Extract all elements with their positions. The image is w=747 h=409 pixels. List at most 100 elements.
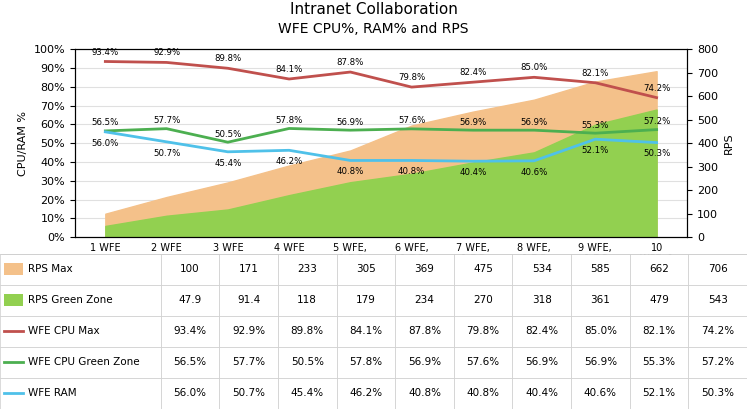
Bar (161, 378, 220, 409)
Bar (220, 316, 278, 347)
Text: 79.8%: 79.8% (398, 73, 425, 82)
Text: 93.4%: 93.4% (92, 47, 119, 56)
Bar (336, 285, 395, 316)
Text: 91.4: 91.4 (237, 295, 260, 305)
Text: 82.4%: 82.4% (459, 68, 486, 77)
Text: 89.8%: 89.8% (291, 326, 323, 336)
Y-axis label: CPU/RAM %: CPU/RAM % (18, 111, 28, 175)
Text: 50.7%: 50.7% (153, 149, 180, 158)
Text: WFE CPU%, RAM% and RPS: WFE CPU%, RAM% and RPS (278, 22, 469, 36)
Text: 479: 479 (649, 295, 669, 305)
Text: 57.6%: 57.6% (467, 357, 500, 367)
Text: 361: 361 (590, 295, 610, 305)
Bar (0, 347, 161, 378)
Bar (4, 294, 23, 306)
Text: 56.5%: 56.5% (173, 357, 206, 367)
Bar (0, 378, 161, 409)
Text: 179: 179 (356, 295, 376, 305)
Text: 45.4%: 45.4% (214, 159, 241, 168)
Text: 40.4%: 40.4% (459, 168, 486, 177)
Text: 89.8%: 89.8% (214, 54, 241, 63)
Bar (395, 316, 454, 347)
Text: 57.7%: 57.7% (153, 116, 180, 125)
Text: 100: 100 (180, 264, 199, 274)
Text: 84.1%: 84.1% (350, 326, 382, 336)
Text: 87.8%: 87.8% (408, 326, 441, 336)
Text: 50.3%: 50.3% (643, 149, 670, 158)
Bar (395, 254, 454, 285)
Bar (689, 316, 747, 347)
Bar (336, 316, 395, 347)
Bar (454, 316, 512, 347)
Text: 50.3%: 50.3% (701, 389, 734, 398)
Bar (336, 347, 395, 378)
Text: 79.8%: 79.8% (467, 326, 500, 336)
Text: 56.9%: 56.9% (525, 357, 558, 367)
Text: 74.2%: 74.2% (643, 84, 670, 93)
Bar (571, 254, 630, 285)
Bar (395, 378, 454, 409)
Bar (4, 263, 23, 275)
Bar (278, 285, 336, 316)
Text: RPS Green Zone: RPS Green Zone (28, 295, 112, 305)
Bar (161, 347, 220, 378)
Bar (512, 347, 571, 378)
Text: 318: 318 (532, 295, 552, 305)
Bar (0, 285, 161, 316)
Text: 40.8%: 40.8% (408, 389, 441, 398)
Bar (161, 316, 220, 347)
Text: 55.3%: 55.3% (642, 357, 675, 367)
Text: 56.0%: 56.0% (173, 389, 206, 398)
Bar (630, 316, 689, 347)
Bar (336, 254, 395, 285)
Text: 585: 585 (590, 264, 610, 274)
Text: 50.5%: 50.5% (291, 357, 323, 367)
Bar (689, 347, 747, 378)
Bar (0, 316, 161, 347)
Text: 56.9%: 56.9% (584, 357, 617, 367)
Text: 40.8%: 40.8% (337, 167, 364, 176)
Text: 46.2%: 46.2% (350, 389, 382, 398)
Text: 171: 171 (238, 264, 258, 274)
Bar (512, 254, 571, 285)
Text: 92.9%: 92.9% (232, 326, 265, 336)
Text: 270: 270 (474, 295, 493, 305)
Text: 52.1%: 52.1% (582, 146, 609, 155)
Text: 40.4%: 40.4% (525, 389, 558, 398)
Bar (454, 347, 512, 378)
Text: 118: 118 (297, 295, 317, 305)
Bar (571, 285, 630, 316)
Text: 50.5%: 50.5% (214, 130, 241, 139)
Text: 57.6%: 57.6% (398, 116, 425, 125)
Text: 55.3%: 55.3% (582, 121, 609, 130)
Text: 56.9%: 56.9% (521, 118, 548, 127)
Bar (278, 316, 336, 347)
Text: 56.0%: 56.0% (92, 139, 119, 148)
Text: 56.9%: 56.9% (337, 118, 364, 127)
Bar (161, 254, 220, 285)
Text: 534: 534 (532, 264, 552, 274)
Text: 57.8%: 57.8% (276, 116, 303, 125)
Bar (395, 347, 454, 378)
Text: 45.4%: 45.4% (291, 389, 323, 398)
Text: 57.7%: 57.7% (232, 357, 265, 367)
Bar (220, 347, 278, 378)
Text: 82.1%: 82.1% (582, 69, 609, 78)
Bar (630, 347, 689, 378)
Text: 543: 543 (707, 295, 728, 305)
Bar (395, 285, 454, 316)
Text: 85.0%: 85.0% (521, 63, 548, 72)
Bar (454, 285, 512, 316)
Bar (512, 316, 571, 347)
Text: 52.1%: 52.1% (642, 389, 675, 398)
Text: 82.4%: 82.4% (525, 326, 558, 336)
Text: WFE RAM: WFE RAM (28, 389, 76, 398)
Text: 234: 234 (415, 295, 435, 305)
Text: 305: 305 (356, 264, 376, 274)
Text: 85.0%: 85.0% (584, 326, 617, 336)
Bar (220, 254, 278, 285)
Text: 57.8%: 57.8% (350, 357, 382, 367)
Text: WFE CPU Green Zone: WFE CPU Green Zone (28, 357, 139, 367)
Y-axis label: RPS: RPS (724, 133, 734, 154)
Bar (454, 378, 512, 409)
